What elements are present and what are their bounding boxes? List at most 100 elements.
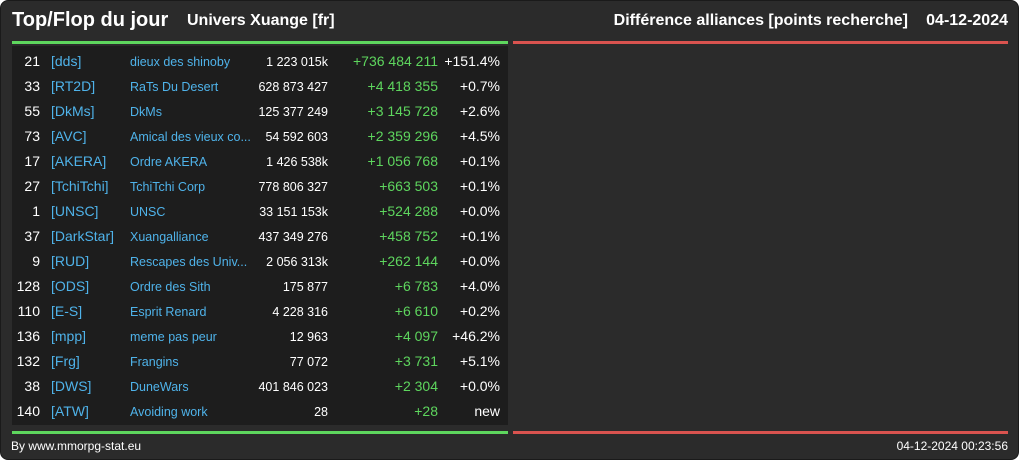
row-difference: +736 484 211 <box>353 53 438 69</box>
row-alliance-tag[interactable]: [UNSC] <box>51 203 99 219</box>
row-alliance-name[interactable]: Ordre AKERA <box>130 155 208 169</box>
table-row: 110 [E-S] Esprit Renard 4 228 316 +6 610 +0.2… <box>12 299 508 324</box>
top-divider-upper <box>12 41 508 44</box>
row-points: 28 <box>314 405 328 419</box>
row-rank: 55 <box>24 103 40 119</box>
row-alliance-tag[interactable]: [ATW] <box>51 403 89 419</box>
row-difference: +458 752 <box>379 228 438 244</box>
row-difference: +6 783 <box>394 278 438 294</box>
row-points: 4 228 316 <box>272 305 328 319</box>
top-gainers-table: 21 [dds] dieux des shinoby 1 223 015k +736 4… <box>12 46 508 425</box>
row-difference: +262 144 <box>379 253 438 269</box>
metric-label: Différence alliances [points recherche] <box>613 12 908 29</box>
row-alliance-name[interactable]: TchiTchi Corp <box>130 180 206 194</box>
row-points: 778 806 327 <box>258 180 328 194</box>
row-rank: 73 <box>24 128 40 144</box>
row-points: 2 056 313k <box>266 255 328 269</box>
row-alliance-tag[interactable]: [AKERA] <box>51 153 107 169</box>
row-percent: +0.1% <box>459 228 500 244</box>
row-percent: +151.4% <box>444 53 500 69</box>
row-rank: 17 <box>24 153 40 169</box>
row-alliance-tag[interactable]: [RT2D] <box>51 78 96 94</box>
row-alliance-tag[interactable]: [dds] <box>51 53 82 69</box>
row-points: 77 072 <box>289 355 328 369</box>
row-percent: +0.2% <box>459 303 500 319</box>
universe-label: Univers Xuange [fr] <box>187 12 335 29</box>
row-percent: +4.5% <box>459 128 500 144</box>
flop-divider-upper <box>513 41 1008 44</box>
row-alliance-name[interactable]: Ordre des Sith <box>130 280 211 294</box>
row-points: 54 592 603 <box>265 130 328 144</box>
row-rank: 136 <box>16 328 40 344</box>
row-rank: 1 <box>32 203 40 219</box>
row-rank: 140 <box>16 403 40 419</box>
flop-panel <box>513 46 1008 425</box>
row-alliance-tag[interactable]: [E-S] <box>51 303 83 319</box>
table-row: 9 [RUD] Rescapes des Univ... 2 056 313k +262… <box>12 249 508 274</box>
row-alliance-name[interactable]: UNSC <box>130 205 166 219</box>
row-alliance-tag[interactable]: [Frg] <box>51 353 80 369</box>
row-alliance-name[interactable]: DkMs <box>130 105 162 119</box>
row-alliance-tag[interactable]: [TchiTchi] <box>51 178 109 194</box>
row-points: 125 377 249 <box>258 105 328 119</box>
row-alliance-name[interactable]: DuneWars <box>130 380 189 394</box>
row-points: 1 426 538k <box>266 155 328 169</box>
row-difference: +3 145 728 <box>367 103 438 119</box>
row-difference: +2 359 296 <box>367 128 438 144</box>
row-difference: +4 097 <box>394 328 438 344</box>
table-row: 128 [ODS] Ordre des Sith 175 877 +6 783 +4.0% <box>12 274 508 299</box>
row-percent: +2.6% <box>459 103 500 119</box>
row-rank: 128 <box>16 278 40 294</box>
row-rank: 38 <box>24 378 40 394</box>
row-alliance-tag[interactable]: [AVC] <box>51 128 87 144</box>
page-title: Top/Flop du jour <box>12 9 169 31</box>
row-alliance-name[interactable]: dieux des shinoby <box>130 55 231 69</box>
row-alliance-tag[interactable]: [mpp] <box>51 328 87 344</box>
row-percent: new <box>474 403 500 419</box>
row-alliance-tag[interactable]: [RUD] <box>51 253 90 269</box>
table-row: 27 [TchiTchi] TchiTchi Corp 778 806 327 +663… <box>12 174 508 199</box>
table-row: 1 [UNSC] UNSC 33 151 153k +524 288 +0.0% <box>12 199 508 224</box>
row-points: 12 963 <box>289 330 328 344</box>
table-row: 38 [DWS] DuneWars 401 846 023 +2 304 +0.0% <box>12 374 508 399</box>
row-rank: 9 <box>32 253 40 269</box>
row-rank: 110 <box>17 303 40 319</box>
row-alliance-name[interactable]: RaTs Du Desert <box>130 80 219 94</box>
row-alliance-name[interactable]: Avoiding work <box>130 405 208 419</box>
row-rank: 21 <box>24 53 40 69</box>
row-difference: +4 418 355 <box>367 78 438 94</box>
row-percent: +0.1% <box>459 178 500 194</box>
table-row: 17 [AKERA] Ordre AKERA 1 426 538k +1 056 768… <box>12 149 508 174</box>
row-alliance-name[interactable]: Rescapes des Univ... <box>130 255 248 269</box>
row-rank: 33 <box>24 78 40 94</box>
row-difference: +6 610 <box>394 303 438 319</box>
row-rank: 37 <box>24 228 40 244</box>
row-points: 437 349 276 <box>258 230 328 244</box>
row-percent: +4.0% <box>459 278 500 294</box>
row-difference: +524 288 <box>379 203 438 219</box>
table-row: 73 [AVC] Amical des vieux co... 54 592 603 +… <box>12 124 508 149</box>
row-alliance-tag[interactable]: [DarkStar] <box>51 228 115 244</box>
row-alliance-tag[interactable]: [DWS] <box>51 378 92 394</box>
table-row: 33 [RT2D] RaTs Du Desert 628 873 427 +4 418 … <box>12 74 508 99</box>
table-row: 132 [Frg] Frangins 77 072 +3 731 +5.1% <box>12 349 508 374</box>
row-percent: +46.2% <box>452 328 500 344</box>
table-row: 55 [DkMs] DkMs 125 377 249 +3 145 728 +2.6% <box>12 99 508 124</box>
row-alliance-tag[interactable]: [ODS] <box>51 278 90 294</box>
row-alliance-name[interactable]: Esprit Renard <box>130 305 207 319</box>
row-alliance-name[interactable]: Amical des vieux co... <box>130 130 251 144</box>
row-points: 628 873 427 <box>258 80 328 94</box>
row-alliance-tag[interactable]: [DkMs] <box>51 103 95 119</box>
row-difference: +1 056 768 <box>367 153 438 169</box>
row-alliance-name[interactable]: meme pas peur <box>130 330 217 344</box>
row-percent: +0.0% <box>459 378 500 394</box>
row-alliance-name[interactable]: Xuangalliance <box>130 230 209 244</box>
row-points: 175 877 <box>282 280 328 294</box>
header-date: 04-12-2024 <box>926 12 1008 29</box>
row-alliance-name[interactable]: Frangins <box>130 355 179 369</box>
row-rank: 132 <box>16 353 40 369</box>
table-row: 37 [DarkStar] Xuangalliance 437 349 276 +458… <box>12 224 508 249</box>
flop-divider-lower <box>513 431 1008 434</box>
header: Top/Flop du jour Univers Xuange [fr] Dif… <box>1 1 1018 41</box>
